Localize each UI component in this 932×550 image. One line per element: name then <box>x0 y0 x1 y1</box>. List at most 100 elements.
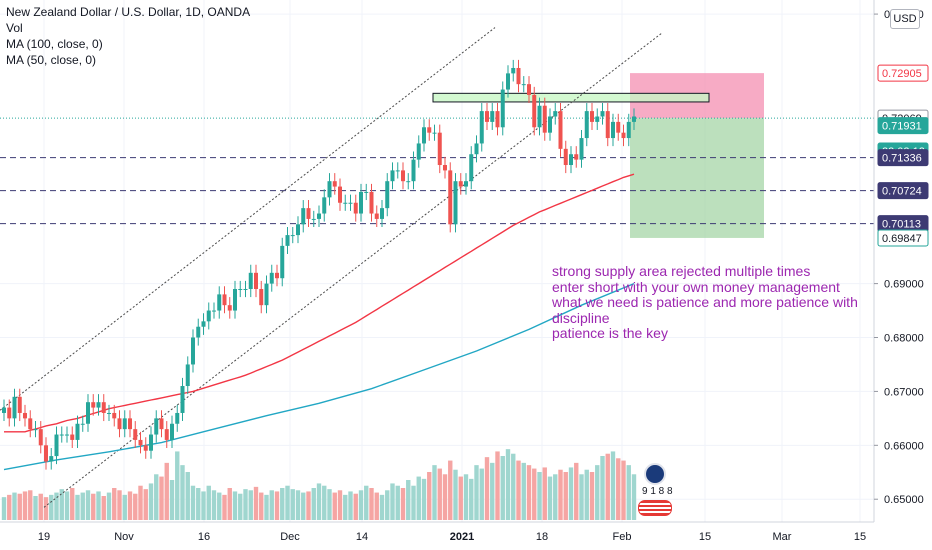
candle <box>621 124 626 147</box>
candle-body <box>527 84 531 95</box>
volume-bar <box>75 494 80 520</box>
volume-bar <box>22 491 28 520</box>
volume-bar <box>96 491 101 520</box>
candle-body <box>464 181 468 187</box>
candle-body <box>385 181 390 209</box>
candle <box>553 103 558 125</box>
candle-body <box>290 235 295 237</box>
annotation-line: what we need is patience and more patien… <box>552 294 858 310</box>
candle-body <box>238 288 243 290</box>
candle-body <box>374 213 379 219</box>
candle <box>28 410 33 438</box>
candle <box>390 162 395 190</box>
candle-body <box>191 337 195 365</box>
volume-bar <box>458 476 463 520</box>
candle-body <box>2 407 6 413</box>
volume-bar <box>133 493 138 520</box>
volume-bar <box>332 492 337 520</box>
price-tick-label: 0.69000 <box>884 279 924 291</box>
volume-bar <box>175 451 180 520</box>
volume-bar <box>532 468 537 520</box>
volume-bar <box>248 490 253 520</box>
candle <box>537 97 542 136</box>
ma100-label: MA (100, close, 0) <box>6 37 103 51</box>
candle <box>86 394 90 432</box>
volume-bar <box>553 474 558 520</box>
candle-body <box>443 165 447 171</box>
candle-body <box>175 412 180 424</box>
candle <box>427 119 432 141</box>
volume-bar <box>17 493 22 520</box>
candle-body <box>317 213 321 219</box>
volume-bar <box>253 486 259 520</box>
candle-body <box>401 170 405 182</box>
candle-body <box>222 294 227 306</box>
candle-body <box>553 111 558 117</box>
price-tag <box>877 229 929 247</box>
volume-bar <box>33 496 38 520</box>
candle-body <box>149 434 153 451</box>
candle-body <box>369 191 374 214</box>
volume-bar <box>280 488 285 520</box>
candle-body <box>322 197 327 214</box>
candle-body <box>511 67 516 74</box>
supply-zone <box>432 92 710 103</box>
candle-body <box>422 127 426 144</box>
volume-bar <box>537 472 542 520</box>
volume-bar <box>7 494 12 520</box>
volume-bar <box>259 492 264 520</box>
candle <box>411 151 416 190</box>
candle-body <box>380 208 384 219</box>
volume-bar <box>122 494 127 520</box>
candle-body <box>479 111 484 144</box>
candle <box>516 59 521 93</box>
candle-body <box>65 434 69 436</box>
candle-body <box>112 412 117 419</box>
candle-body <box>611 121 615 139</box>
candle-body <box>285 235 290 246</box>
candle-body <box>159 418 164 430</box>
candle-body <box>38 429 43 446</box>
volume-bar <box>274 491 280 520</box>
volume-bar <box>589 472 595 520</box>
candle <box>579 129 584 168</box>
candle-body <box>306 208 311 219</box>
candle <box>401 162 405 190</box>
volume-bar <box>505 449 511 520</box>
volume-bar <box>595 465 600 520</box>
volume-bar <box>616 458 621 520</box>
candle <box>626 113 631 147</box>
candle-body <box>364 191 369 193</box>
volume-bar <box>222 494 227 520</box>
candle <box>569 146 573 174</box>
candle-body <box>117 418 122 430</box>
candle-body <box>595 116 600 122</box>
volume-bar <box>43 497 49 520</box>
candle-body <box>164 429 169 440</box>
volume-bar <box>463 474 469 520</box>
channel-upper-line <box>0 27 496 411</box>
candle-body <box>80 423 85 425</box>
candle-body <box>448 170 453 225</box>
volume-bar <box>127 491 133 520</box>
economic-events-icon[interactable]: 9 1 8 8 <box>632 458 673 518</box>
price-tag <box>877 64 929 82</box>
candle <box>616 113 621 141</box>
candle <box>322 189 327 222</box>
price-tick-label: 0.65000 <box>884 494 924 506</box>
candle <box>254 264 258 298</box>
volume-bar <box>70 488 75 520</box>
volume-bar <box>453 469 458 520</box>
volume-bar <box>1 497 7 520</box>
candle <box>574 146 579 168</box>
candle-body <box>28 418 33 430</box>
annotation-line: patience is the key <box>552 325 668 341</box>
candle <box>154 410 159 443</box>
currency-badge[interactable]: USD <box>890 9 920 29</box>
candle-body <box>506 73 510 90</box>
candle-body <box>495 111 500 128</box>
volume-bar <box>358 490 364 520</box>
candle-body <box>206 310 211 322</box>
candle <box>269 264 274 292</box>
